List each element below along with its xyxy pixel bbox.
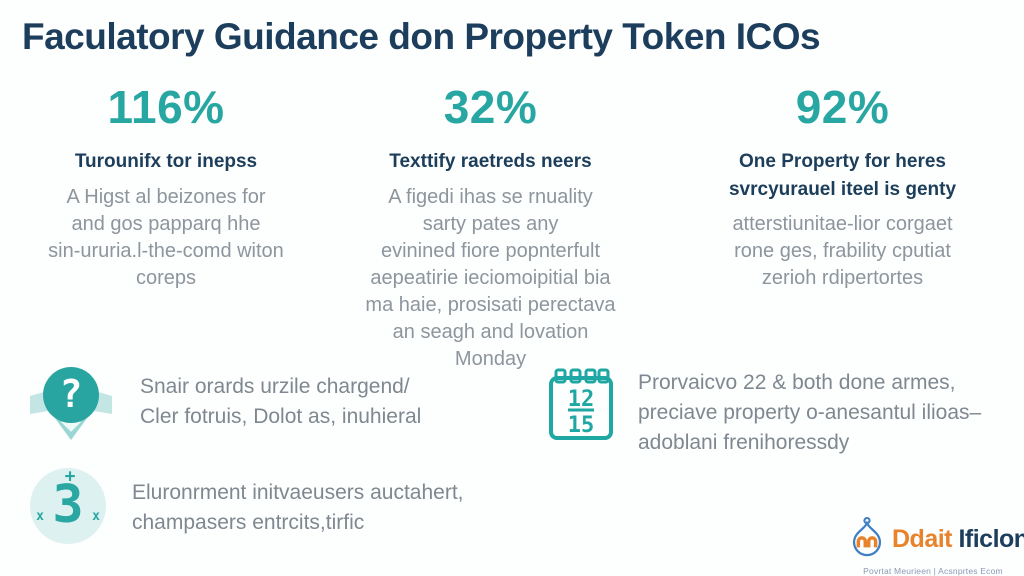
- stat-column-3: 92% One Property for heres svrcyurauel i…: [700, 80, 985, 292]
- brand-name: Ddait Ificlon: [892, 525, 1024, 553]
- stat-heading: Turounifx tor inepss: [74, 151, 258, 172]
- stat-heading: One Property for heres svrcyurauel iteel…: [728, 151, 957, 200]
- svg-text:3: 3: [52, 475, 83, 535]
- stat-body: A Higst al beizones for and gos papparq …: [48, 185, 284, 289]
- brand-logo: Ddait Ificlon Povrtat Meurieen | Acsnprt…: [848, 516, 1024, 576]
- brand-tagline: Povrtat Meurieen | Acsnprtes Ecom: [863, 566, 1003, 576]
- stat-column-2: 32% Texttify raetreds neers A figedi iha…: [348, 80, 633, 373]
- feature-text: Prorvaicvo 22 & both done armes, preciav…: [638, 371, 982, 454]
- question-badge-icon: ?: [28, 362, 114, 449]
- stat-body: atterstiunitae-lior corgaet rone ges, fr…: [732, 213, 953, 290]
- stat-value: 32%: [443, 81, 538, 133]
- feature-calendar: 12 15 Prorvaicvo 22 & both done armes, p…: [546, 366, 981, 457]
- stat-value: 116%: [107, 81, 225, 133]
- stat-value: 92%: [795, 81, 890, 133]
- feature-three: 3 + x x Eluronrment initvaeusers auctahe…: [28, 464, 464, 549]
- svg-text:x: x: [36, 509, 44, 524]
- feature-text: Snair orards urzile chargend/ Cler fotru…: [140, 375, 422, 428]
- svg-text:?: ?: [60, 372, 83, 416]
- svg-text:+: +: [65, 466, 76, 487]
- svg-text:15: 15: [568, 413, 595, 438]
- calendar-icon: 12 15: [546, 366, 616, 447]
- feature-question: ? Snair orards urzile chargend/ Cler fot…: [28, 362, 421, 449]
- brand-logo-icon: [848, 516, 886, 563]
- stat-body: A figedi ihas se rnuality sarty pates an…: [365, 185, 616, 370]
- svg-text:x: x: [92, 509, 100, 524]
- page-title: Faculatory Guidance don Property Token I…: [22, 16, 821, 57]
- stat-heading: Texttify raetreds neers: [389, 151, 592, 172]
- stat-column-1: 116% Turounifx tor inepss A Higst al bei…: [30, 80, 302, 292]
- number-three-icon: 3 + x x: [28, 464, 108, 549]
- feature-text: Eluronrment initvaeusers auctahert, cham…: [132, 481, 464, 534]
- svg-text:12: 12: [568, 387, 595, 412]
